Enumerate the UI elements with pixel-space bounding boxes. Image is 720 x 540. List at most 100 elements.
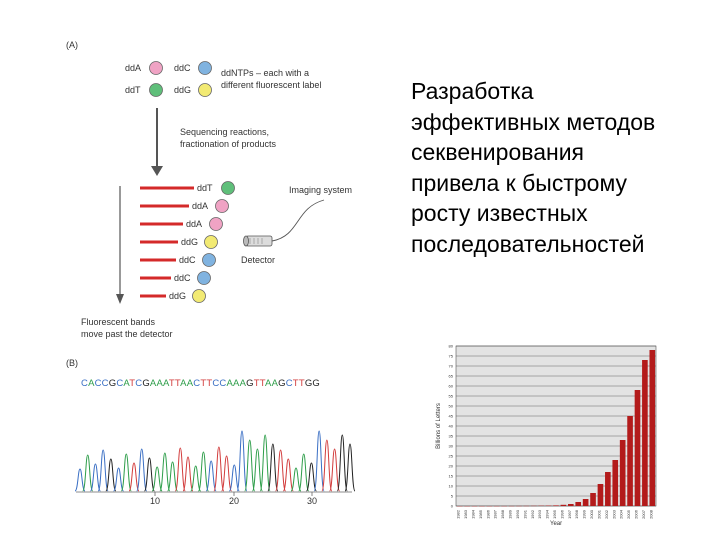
band-label: ddC xyxy=(174,273,191,283)
x-tick-label: 1995 xyxy=(552,509,557,519)
bar xyxy=(582,499,589,506)
chromatogram-peak xyxy=(105,458,117,492)
band-circle xyxy=(209,217,223,231)
x-tick-label: 2008 xyxy=(648,509,653,519)
sequence-base: T xyxy=(259,378,266,389)
x-tick-label: 1991 xyxy=(522,509,527,519)
fluorescent-caption-line1: Fluorescent bands xyxy=(81,317,156,327)
x-tick-label: 2007 xyxy=(641,509,646,519)
chromatogram-peak xyxy=(336,434,348,492)
legend-ddG-circle xyxy=(198,83,212,97)
sequence-base: C xyxy=(81,378,89,389)
x-tick-label: 1984 xyxy=(471,509,476,519)
chromatogram-peak xyxy=(221,455,233,492)
detector-icon xyxy=(243,199,325,247)
legend-ddC-label: ddC xyxy=(174,63,191,73)
y-ticks: 0 5 10 15 20 25 30 35 40 45 50 55 60 65 70 75 80 xyxy=(449,344,454,509)
slide-body-text: Разработка эффективных методов секвениро… xyxy=(411,76,716,259)
sequence-base: T xyxy=(206,378,213,389)
chromatogram-peak xyxy=(128,462,140,492)
band-circle xyxy=(215,199,229,213)
chromatogram-peak xyxy=(290,467,302,492)
bar xyxy=(612,460,619,506)
legend-ddG-label: ddG xyxy=(174,85,191,95)
sequence-base: T xyxy=(292,378,299,389)
x-tick-label: 2000 xyxy=(589,509,594,519)
migration-arrow xyxy=(116,186,124,304)
sequence-base: A xyxy=(265,378,272,389)
sequence-base: T xyxy=(129,378,136,389)
x-tick-label: 1996 xyxy=(559,509,564,519)
sequence-base: A xyxy=(156,378,163,389)
y-tick-label: 30 xyxy=(449,444,454,449)
chromatogram-peak xyxy=(236,430,248,492)
band-label: ddG xyxy=(181,237,198,247)
sequence-base: T xyxy=(200,378,207,389)
fluorescent-caption-line2: move past the detector xyxy=(81,329,173,339)
chromatogram-traces xyxy=(74,430,356,493)
slide-text-line: секвенирования xyxy=(411,139,584,165)
y-tick-label: 45 xyxy=(449,414,454,419)
band-label: ddA xyxy=(192,201,208,211)
bar xyxy=(627,416,633,506)
grid-lines xyxy=(456,345,656,507)
chromatogram-peak xyxy=(321,439,333,492)
sequence-base: G xyxy=(246,378,254,389)
chromatogram-peak xyxy=(89,463,101,492)
sequence-base: C xyxy=(285,378,293,389)
y-tick-label: 25 xyxy=(449,454,454,459)
sequence-growth-chart: 0 5 10 15 20 25 30 35 40 45 50 55 60 65 70 75 80 1982 198… xyxy=(432,338,664,533)
reaction-caption-line1: Sequencing reactions, xyxy=(180,127,269,137)
chromatogram-peak xyxy=(120,453,132,492)
reaction-caption-line2: fractionation of products xyxy=(180,139,277,149)
x-tick-label: 1989 xyxy=(508,509,513,519)
sequence-base: C xyxy=(94,378,102,389)
slide-text-line: привела к быстрому xyxy=(411,169,628,196)
sequence-base: C xyxy=(101,378,109,389)
bar xyxy=(597,484,604,506)
chromatogram-peak xyxy=(344,443,356,492)
x-tick-label: 1986 xyxy=(485,509,490,519)
chromatogram-peak xyxy=(282,458,294,492)
legend-ddA-circle xyxy=(149,61,163,75)
chromatogram-peak xyxy=(259,434,271,492)
band-circle xyxy=(204,235,218,249)
sequence-base: A xyxy=(186,378,194,389)
x-axis-label: Year xyxy=(550,521,562,527)
band-circle xyxy=(221,181,235,195)
bar xyxy=(553,505,559,506)
x-tick-label: 1985 xyxy=(478,509,483,519)
legend-caption-line1: ddNTPs – each with a xyxy=(221,68,309,78)
axis-tick-10: 10 xyxy=(150,496,160,506)
chromatogram-peak xyxy=(159,452,171,492)
x-tick-label: 1994 xyxy=(545,509,550,519)
legend-ddT-label: ddT xyxy=(125,85,141,95)
legend-ddA-label: ddA xyxy=(125,63,141,73)
bar xyxy=(568,504,574,506)
y-tick-label: 15 xyxy=(449,474,454,479)
chromatogram-peak xyxy=(151,466,163,492)
sequence-base: G xyxy=(304,378,313,389)
x-tick-label: 2004 xyxy=(619,509,624,519)
detector-label: Detector xyxy=(241,255,275,265)
chromatogram-peak xyxy=(298,453,310,492)
bars xyxy=(456,350,656,507)
bar xyxy=(649,350,656,506)
sequence-base: T xyxy=(253,378,260,389)
slide-text-line: Разработка xyxy=(411,78,534,104)
dna-sequence: CACCGCATCGAAATTAACTTCCAAAGTTAAGCTTGG xyxy=(81,378,320,389)
y-tick-label: 70 xyxy=(449,364,454,369)
sequence-base: C xyxy=(135,378,143,389)
chromatogram-peak xyxy=(190,465,202,492)
chromatogram-peak xyxy=(182,456,194,492)
x-tick-label: 1998 xyxy=(574,509,579,519)
y-tick-label: 50 xyxy=(449,404,454,409)
sequence-base: T xyxy=(168,378,175,389)
band-circle xyxy=(202,253,216,267)
chromatogram-peak xyxy=(143,457,155,492)
band-label: ddT xyxy=(197,183,213,193)
sequence-base: G xyxy=(278,378,286,389)
chromatogram-peak xyxy=(228,464,240,492)
x-tick-label: 1987 xyxy=(493,509,498,519)
y-tick-label: 55 xyxy=(449,394,454,399)
